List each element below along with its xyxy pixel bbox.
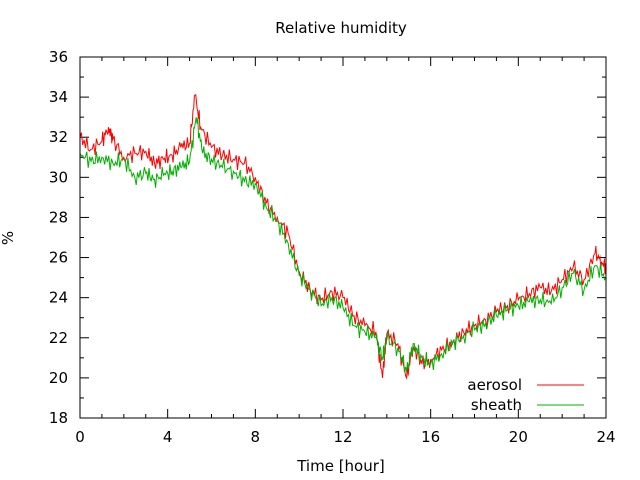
chart-title: Relative humidity [275, 19, 407, 37]
legend-label-sheath: sheath [471, 396, 522, 414]
y-axis-label: % [0, 231, 17, 245]
series-line-sheath [79, 117, 607, 373]
y-tick-label: 24 [49, 289, 68, 307]
x-tick-label: 12 [333, 428, 352, 446]
y-tick-label: 30 [49, 168, 68, 186]
y-tick-label: 36 [49, 48, 68, 66]
legend: aerosol sheath [467, 376, 584, 414]
x-tick-label: 20 [509, 428, 528, 446]
x-tick-label: 16 [421, 428, 440, 446]
tick-labels: 18 20 22 24 26 28 30 32 34 36 0 4 8 12 16 20 24 [49, 48, 616, 446]
series-line-aerosol [79, 94, 607, 380]
x-tick-label: 4 [163, 428, 173, 446]
y-tick-label: 28 [49, 208, 68, 226]
series-layer [79, 94, 607, 380]
legend-label-aerosol: aerosol [467, 376, 522, 394]
y-tick-label: 20 [49, 369, 68, 387]
x-tick-label: 24 [596, 428, 615, 446]
x-axis-label: Time [hour] [296, 457, 385, 475]
y-tick-label: 22 [49, 329, 68, 347]
y-tick-label: 34 [49, 88, 68, 106]
y-tick-label: 32 [49, 128, 68, 146]
axis-ticks [79, 56, 607, 419]
y-tick-label: 18 [49, 409, 68, 427]
x-tick-label: 0 [75, 428, 85, 446]
plot-frame [79, 56, 607, 419]
x-tick-label: 8 [251, 428, 261, 446]
y-tick-label: 26 [49, 249, 68, 267]
